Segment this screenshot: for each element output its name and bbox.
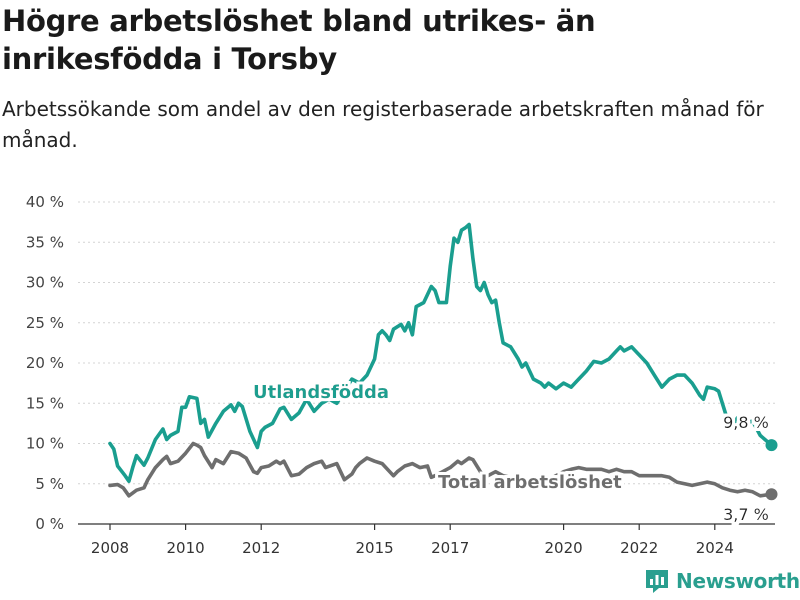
series-name-label-0: Utlandsfödda <box>253 382 389 403</box>
series-endpoint-1 <box>765 488 778 501</box>
x-tick-label: 2010 <box>167 539 205 557</box>
newsworthy-logo: Newsworthy <box>644 568 800 594</box>
gridlines <box>78 201 775 485</box>
x-tick-label: 2015 <box>356 539 394 557</box>
y-tick-label: 10 % <box>26 435 64 453</box>
series-line-1 <box>108 441 774 498</box>
y-tick-label: 0 % <box>35 515 64 533</box>
series-end-label-1: 3,7 % <box>723 505 769 524</box>
y-tick-label: 25 % <box>26 314 64 332</box>
y-tick-label: 20 % <box>26 354 64 372</box>
series-lines <box>108 222 778 501</box>
x-tick-label: 2012 <box>242 539 280 557</box>
x-tick-label: 2024 <box>696 539 734 557</box>
series-line-0 <box>108 222 774 484</box>
x-axis: 2008 2010 2012 2015 2017 2020 2022 2024 <box>78 523 775 557</box>
x-tick-label: 2022 <box>620 539 658 557</box>
y-tick-label: 15 % <box>26 394 64 412</box>
chart-title: Högre arbetslöshet bland utrikes- än inr… <box>2 4 596 76</box>
y-tick-label: 5 % <box>35 475 64 493</box>
y-tick-label: 35 % <box>26 233 64 251</box>
brand-name: Newsworthy <box>676 569 800 593</box>
y-axis-tick-labels: 0 % 5 % 10 % 15 % 20 % 25 % 30 % 35 % 40 % <box>26 193 64 533</box>
x-tick-label: 2017 <box>431 539 469 557</box>
series-end-label-0: 9,8 % <box>723 413 769 432</box>
x-tick-label: 2008 <box>91 539 129 557</box>
series-name-label-1: Total arbetslöshet <box>438 472 622 493</box>
newsworthy-logo-icon <box>646 570 668 593</box>
series-endpoint-0 <box>765 439 778 452</box>
series-labels: Utlandsfödda Total arbetslöshet 9,8 % 3,7 % <box>253 382 769 524</box>
y-tick-label: 40 % <box>26 193 64 211</box>
x-tick-label: 2020 <box>545 539 583 557</box>
y-tick-label: 30 % <box>26 274 64 292</box>
chart-subtitle: Arbetssökande som andel av den registerb… <box>2 97 764 152</box>
